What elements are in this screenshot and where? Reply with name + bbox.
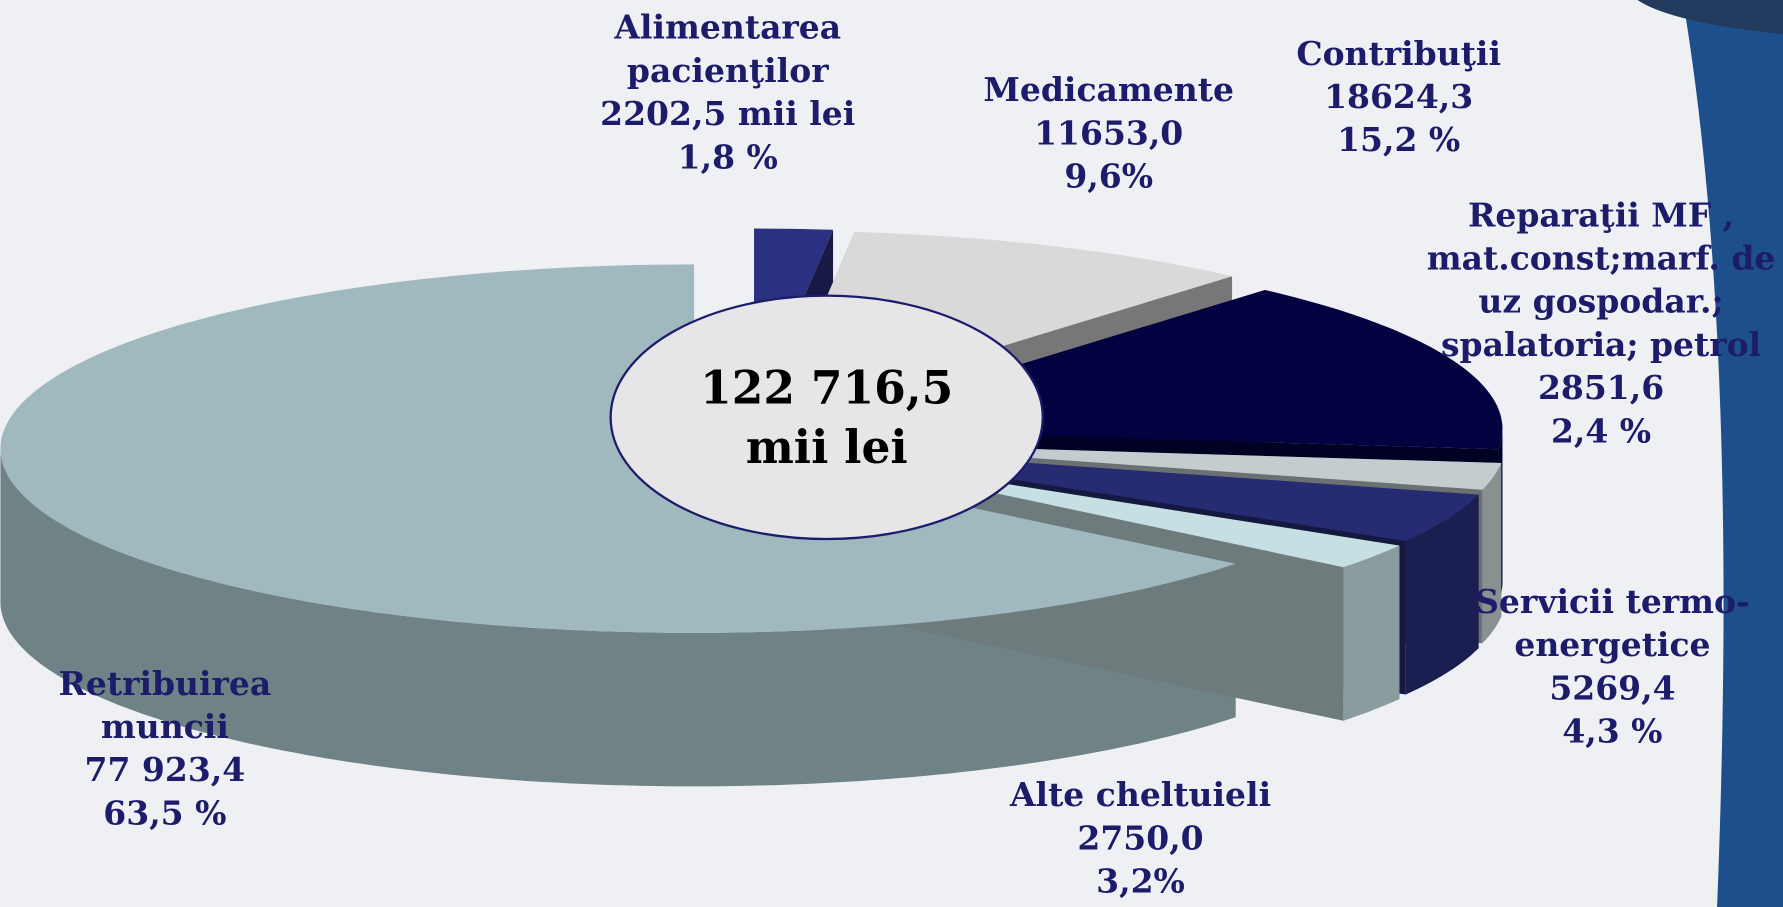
center-ellipse bbox=[609, 294, 1044, 541]
slice-label: Contribuţii 18624,3 15,2 % bbox=[1262, 32, 1535, 162]
slice-outer-wall bbox=[1405, 494, 1479, 695]
slice-label: Medicamente 11653,0 9,6% bbox=[961, 68, 1257, 198]
category-label: Alimentarea pacienţilor bbox=[614, 7, 842, 90]
slice-label: Servicii termo-energetice 5269,4 4,3 % bbox=[1430, 580, 1783, 753]
percent-label: 15,2 % bbox=[1337, 120, 1461, 160]
category-label: Reparaţii MF , mat.const;marf. de uz gos… bbox=[1426, 195, 1776, 364]
percent-label: 63,5 % bbox=[103, 793, 227, 833]
slice-label: Reparaţii MF , mat.const;marf. de uz gos… bbox=[1425, 193, 1778, 452]
value-label: 2851,6 bbox=[1537, 368, 1665, 408]
category-label: Servicii termo-energetice bbox=[1475, 582, 1750, 665]
value-label: 2202,5 mii lei bbox=[600, 94, 856, 134]
percent-label: 9,6% bbox=[1064, 156, 1154, 196]
percent-label: 1,8 % bbox=[677, 137, 778, 177]
center-label: 122 716,5 mii lei bbox=[700, 361, 953, 474]
slice-outer-wall bbox=[1482, 463, 1502, 644]
slice-label: Retribuirea muncii 77 923,4 63,5 % bbox=[34, 662, 296, 835]
slice-outer-wall bbox=[0, 448, 1236, 787]
decor-top bbox=[1637, 0, 1783, 35]
value-label: 5269,4 bbox=[1549, 668, 1676, 708]
value-label: 77 923,4 bbox=[84, 750, 246, 790]
category-label: Alte cheltuieli bbox=[1009, 775, 1272, 815]
percent-label: 4,3 % bbox=[1562, 711, 1663, 751]
slice-outer-wall bbox=[1343, 545, 1400, 721]
percent-label: 2,4 % bbox=[1550, 411, 1652, 451]
category-label: Retribuirea muncii bbox=[58, 664, 272, 746]
decor-band bbox=[1682, 0, 1783, 907]
value-label: 2750,0 bbox=[1077, 818, 1204, 858]
category-label: Contribuţii bbox=[1296, 34, 1501, 73]
slice-label: Alte cheltuieli 2750,0 3,2% bbox=[959, 773, 1323, 903]
value-label: 18624,3 bbox=[1324, 77, 1474, 116]
category-label: Medicamente bbox=[983, 70, 1234, 110]
value-label: 11653,0 bbox=[1034, 113, 1184, 153]
percent-label: 3,2% bbox=[1096, 861, 1185, 901]
slice-label: Alimentarea pacienţilor 2202,5 mii lei 1,8… bbox=[591, 6, 864, 179]
